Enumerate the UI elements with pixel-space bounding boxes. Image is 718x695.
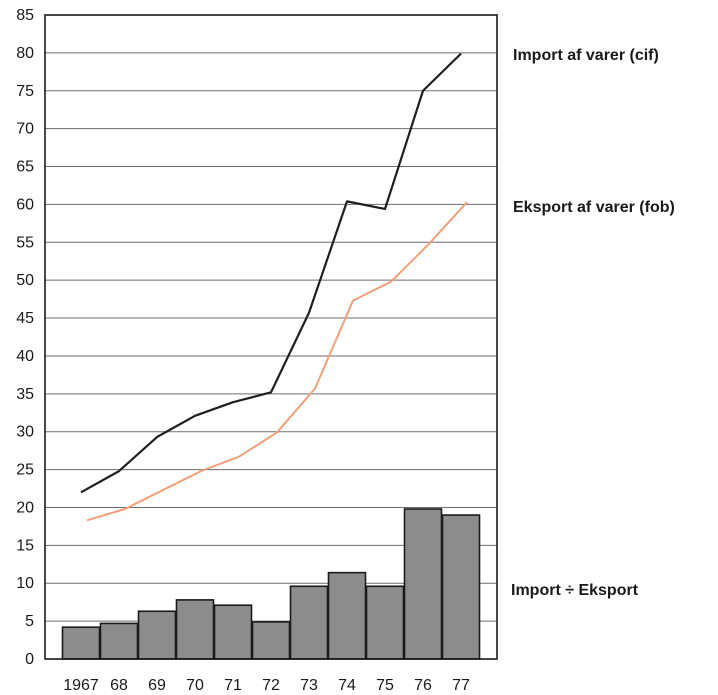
- difference-bar: [365, 585, 405, 660]
- x-axis-tick-labels: 1967 68 69 70 71 72 73 74 75 76 77: [63, 677, 470, 694]
- y-tick-label: 25: [16, 462, 34, 479]
- y-tick-label: 60: [16, 196, 34, 213]
- y-tick-label: 0: [25, 651, 34, 668]
- x-tick-label: 72: [262, 677, 280, 694]
- plot-frame: [44, 14, 498, 660]
- x-tick-label: 68: [110, 677, 128, 694]
- y-tick-label: 85: [16, 7, 34, 24]
- y-tick-label: 20: [16, 499, 34, 516]
- legend-export: Eksport af varer (fob): [513, 199, 675, 216]
- gridlines: [45, 52, 497, 622]
- x-tick-label: 69: [148, 677, 166, 694]
- x-tick-label: 73: [300, 677, 318, 694]
- y-tick-label: 75: [16, 83, 34, 100]
- difference-bar: [441, 514, 481, 660]
- difference-bar: [213, 604, 253, 660]
- y-tick-label: 55: [16, 234, 34, 251]
- series-lines: [80, 52, 468, 522]
- export-line: [86, 201, 468, 522]
- y-tick-label: 65: [16, 159, 34, 176]
- x-tick-label: 74: [338, 677, 356, 694]
- y-tick-label: 5: [25, 613, 34, 630]
- y-tick-label: 50: [16, 272, 34, 289]
- x-tick-label: 70: [186, 677, 204, 694]
- y-tick-label: 15: [16, 537, 34, 554]
- legend-difference: Import ÷ Eksport: [511, 582, 639, 599]
- y-tick-label: 40: [16, 348, 34, 365]
- difference-bar: [289, 585, 329, 660]
- difference-bar: [175, 599, 215, 660]
- y-tick-label: 45: [16, 310, 34, 327]
- difference-bar: [137, 610, 177, 660]
- y-tick-label: 35: [16, 386, 34, 403]
- x-tick-label: 71: [224, 677, 242, 694]
- y-tick-label: 10: [16, 575, 34, 592]
- difference-bar: [403, 508, 443, 660]
- y-tick-label: 70: [16, 121, 34, 138]
- x-tick-label: 77: [452, 677, 470, 694]
- x-tick-label: 1967: [63, 677, 99, 694]
- difference-bar: [61, 626, 101, 660]
- x-tick-label: 76: [414, 677, 432, 694]
- difference-bar: [327, 571, 367, 660]
- y-axis-tick-labels: 0 5 10 15 20 25 30 35 40 45 50 55 60 65 70 75 80 85: [16, 7, 34, 668]
- difference-bar: [99, 622, 139, 660]
- x-tick-label: 75: [376, 677, 394, 694]
- import-line: [80, 52, 462, 494]
- difference-bar: [251, 621, 291, 660]
- difference-bars: [61, 508, 481, 660]
- y-tick-label: 80: [16, 45, 34, 62]
- y-tick-label: 30: [16, 424, 34, 441]
- series-labels: Import af varer (cif) Eksport af varer (…: [511, 47, 675, 599]
- legend-import: Import af varer (cif): [513, 47, 659, 64]
